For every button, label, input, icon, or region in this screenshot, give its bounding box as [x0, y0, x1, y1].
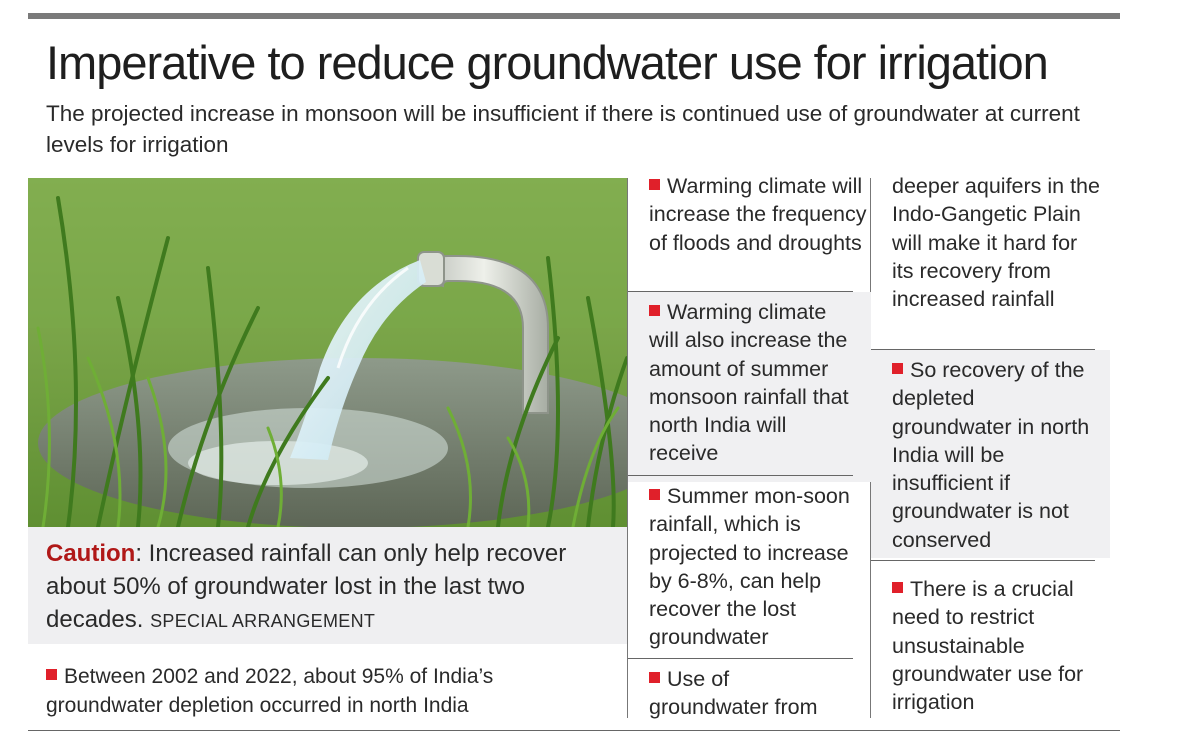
right-bullet-3-text: There is a crucial need to restrict unsu… — [892, 577, 1084, 715]
top-rule — [28, 13, 1120, 19]
column-divider-left — [627, 178, 628, 718]
irrigation-photo — [28, 178, 627, 527]
right-column: deeper aquifers in the Indo-Gangetic Pla… — [871, 172, 1111, 728]
right-continued-text: deeper aquifers in the Indo-Gangetic Pla… — [871, 172, 1110, 313]
middle-bullet-1: Warming climate will increase the freque… — [628, 172, 881, 257]
bullet-square-icon — [649, 672, 660, 683]
middle-bullet-1-text: Warming climate will increase the freque… — [649, 174, 867, 255]
pipe-water-illustration — [28, 178, 627, 527]
bottom-rule — [28, 730, 1120, 731]
bullet-square-icon — [892, 363, 903, 374]
middle-bullet-2: Warming climate will also increase the a… — [628, 292, 871, 482]
middle-bullet-4-text: Use of groundwater from — [649, 667, 818, 720]
right-bullet-2: So recovery of the depleted groundwater … — [871, 350, 1110, 558]
middle-bullet-2-text: Warming climate will also increase the a… — [649, 300, 849, 466]
right-text-1: deeper aquifers in the Indo-Gangetic Pla… — [892, 174, 1100, 312]
bullet-square-icon — [892, 582, 903, 593]
headline: Imperative to reduce groundwater use for… — [46, 36, 1049, 89]
middle-divider-2 — [628, 475, 853, 476]
middle-bullet-3-text: Summer mon-soon rainfall, which is proje… — [649, 484, 850, 650]
left-bullet: Between 2002 and 2022, about 95% of Indi… — [46, 662, 576, 720]
photo-credit: SPECIAL ARRANGEMENT — [150, 611, 376, 631]
bullet-square-icon — [649, 489, 660, 500]
middle-divider-3 — [628, 658, 853, 659]
right-bullet-2-text: So recovery of the depleted groundwater … — [892, 358, 1090, 552]
bullet-square-icon — [649, 179, 660, 190]
right-divider-2 — [871, 560, 1095, 561]
subheadline: The projected increase in monsoon will b… — [46, 101, 1080, 157]
caption-label: Caution — [46, 540, 136, 567]
photo-caption-box: Caution: Increased rainfall can only hel… — [28, 527, 627, 644]
right-bullet-3: There is a crucial need to restrict unsu… — [871, 575, 1110, 716]
middle-bullet-3: Summer mon-soon rainfall, which is proje… — [628, 482, 871, 652]
bullet-square-icon — [649, 305, 660, 316]
bullet-square-icon — [46, 669, 57, 680]
photo-caption: Caution: Increased rainfall can only hel… — [46, 537, 616, 638]
left-bullet-text: Between 2002 and 2022, about 95% of Indi… — [46, 665, 494, 717]
right-divider-1 — [871, 349, 1095, 350]
middle-divider-1 — [628, 291, 853, 292]
middle-column: Warming climate will increase the freque… — [628, 172, 871, 728]
caption-body: : Increased rainfall can only help recov… — [46, 540, 567, 633]
middle-bullet-4: Use of groundwater from — [628, 665, 869, 722]
